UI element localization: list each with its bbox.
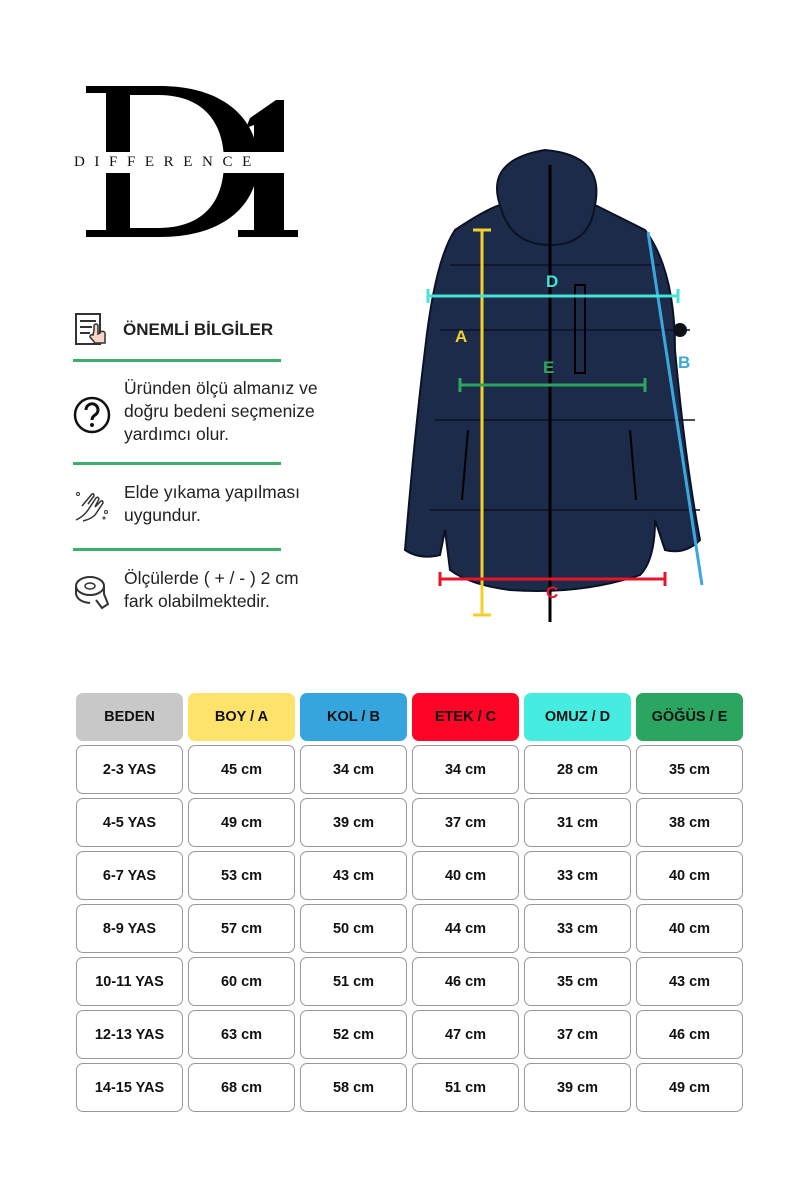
header-row: BEDEN BOY / A KOL / B ETEK / C OMUZ / D GÖĞÜS… xyxy=(76,693,743,741)
measure-cell: 53 cm xyxy=(188,851,295,900)
measure-cell: 43 cm xyxy=(300,851,407,900)
measure-cell: 39 cm xyxy=(524,1063,631,1112)
jacket-diagram: A B C D E xyxy=(403,148,704,622)
measure-cell: 51 cm xyxy=(412,1063,519,1112)
measure-cell: 35 cm xyxy=(524,957,631,1006)
measure-cell: 35 cm xyxy=(636,745,743,794)
measure-cell: 37 cm xyxy=(524,1010,631,1059)
info-text-measure: Üründen ölçü almanız ve doğru bedeni seç… xyxy=(124,377,318,446)
divider xyxy=(73,462,281,465)
table-row: 2-3 YAS 45 cm 34 cm 34 cm 28 cm 35 cm xyxy=(76,745,743,794)
measure-cell: 49 cm xyxy=(188,798,295,847)
info-title: ÖNEMLİ BİLGİLER xyxy=(123,320,274,339)
measure-cell: 60 cm xyxy=(188,957,295,1006)
document-hand-icon xyxy=(75,313,106,345)
measure-cell: 49 cm xyxy=(636,1063,743,1112)
measure-cell: 58 cm xyxy=(300,1063,407,1112)
measure-cell: 34 cm xyxy=(412,745,519,794)
measure-cell: 40 cm xyxy=(636,904,743,953)
size-cell: 4-5 YAS xyxy=(76,798,183,847)
measure-cell: 39 cm xyxy=(300,798,407,847)
label-e: E xyxy=(543,358,554,377)
size-cell: 8-9 YAS xyxy=(76,904,183,953)
measure-cell: 50 cm xyxy=(300,904,407,953)
logo-brand: DIFFERENCE xyxy=(74,152,302,173)
column-header: KOL / B xyxy=(300,693,407,741)
table-row: 4-5 YAS 49 cm 39 cm 37 cm 31 cm 38 cm xyxy=(76,798,743,847)
info-line: fark olabilmektedir. xyxy=(124,591,270,611)
label-d: D xyxy=(546,272,558,291)
measure-cell: 31 cm xyxy=(524,798,631,847)
measure-cell: 40 cm xyxy=(412,851,519,900)
measure-cell: 46 cm xyxy=(636,1010,743,1059)
divider xyxy=(73,359,281,362)
measure-line-b xyxy=(646,231,704,586)
column-header: BEDEN xyxy=(76,693,183,741)
column-header: GÖĞÜS / E xyxy=(636,693,743,741)
question-circle-icon xyxy=(73,396,111,434)
table-row: 10-11 YAS 60 cm 51 cm 46 cm 35 cm 43 cm xyxy=(76,957,743,1006)
table-row: 12-13 YAS 63 cm 52 cm 47 cm 37 cm 46 cm xyxy=(76,1010,743,1059)
table-row: 6-7 YAS 53 cm 43 cm 40 cm 33 cm 40 cm xyxy=(76,851,743,900)
measure-cell: 52 cm xyxy=(300,1010,407,1059)
measure-cell: 47 cm xyxy=(412,1010,519,1059)
measure-cell: 34 cm xyxy=(300,745,407,794)
measure-cell: 43 cm xyxy=(636,957,743,1006)
label-c: C xyxy=(546,583,558,602)
table-row: 14-15 YAS 68 cm 58 cm 51 cm 39 cm 49 cm xyxy=(76,1063,743,1112)
info-text-wash: Elde yıkama yapılması uygundur. xyxy=(124,481,300,527)
measure-cell: 57 cm xyxy=(188,904,295,953)
label-a: A xyxy=(455,327,467,346)
column-header: OMUZ / D xyxy=(524,693,631,741)
divider xyxy=(73,548,281,551)
label-b: B xyxy=(678,353,690,372)
measure-cell: 51 cm xyxy=(300,957,407,1006)
info-text-tolerance: Ölçülerde ( + / - ) 2 cm fark olabilmekt… xyxy=(124,567,299,613)
measure-cell: 40 cm xyxy=(636,851,743,900)
measure-cell: 38 cm xyxy=(636,798,743,847)
measure-cell: 68 cm xyxy=(188,1063,295,1112)
size-cell: 6-7 YAS xyxy=(76,851,183,900)
table-row: 8-9 YAS 57 cm 50 cm 44 cm 33 cm 40 cm xyxy=(76,904,743,953)
info-line: Üründen ölçü almanız ve xyxy=(124,378,318,398)
measure-cell: 33 cm xyxy=(524,851,631,900)
size-cell: 12-13 YAS xyxy=(76,1010,183,1059)
measure-cell: 46 cm xyxy=(412,957,519,1006)
hand-wash-icon xyxy=(75,492,108,522)
info-line: uygundur. xyxy=(124,505,201,525)
info-line: doğru bedeni seçmenize xyxy=(124,401,315,421)
size-cell: 14-15 YAS xyxy=(76,1063,183,1112)
measure-cell: 33 cm xyxy=(524,904,631,953)
info-line: Elde yıkama yapılması xyxy=(124,482,301,502)
measure-cell: 45 cm xyxy=(188,745,295,794)
measure-cell: 63 cm xyxy=(188,1010,295,1059)
size-cell: 2-3 YAS xyxy=(76,745,183,794)
measure-cell: 37 cm xyxy=(412,798,519,847)
table-body: 2-3 YAS 45 cm 34 cm 34 cm 28 cm 35 cm 4-5 YAS 4… xyxy=(76,745,743,1112)
column-header: BOY / A xyxy=(188,693,295,741)
measure-cell: 44 cm xyxy=(412,904,519,953)
size-cell: 10-11 YAS xyxy=(76,957,183,1006)
column-header: ETEK / C xyxy=(412,693,519,741)
jacket-illustration xyxy=(403,148,702,622)
measuring-tape-icon xyxy=(75,576,110,610)
info-line: Ölçülerde ( + / - ) 2 cm xyxy=(124,568,299,588)
info-line: yardımcı olur. xyxy=(124,424,230,444)
size-table: BEDEN BOY / A KOL / B ETEK / C OMUZ / D GÖĞÜS… xyxy=(71,689,748,1116)
measure-cell: 28 cm xyxy=(524,745,631,794)
